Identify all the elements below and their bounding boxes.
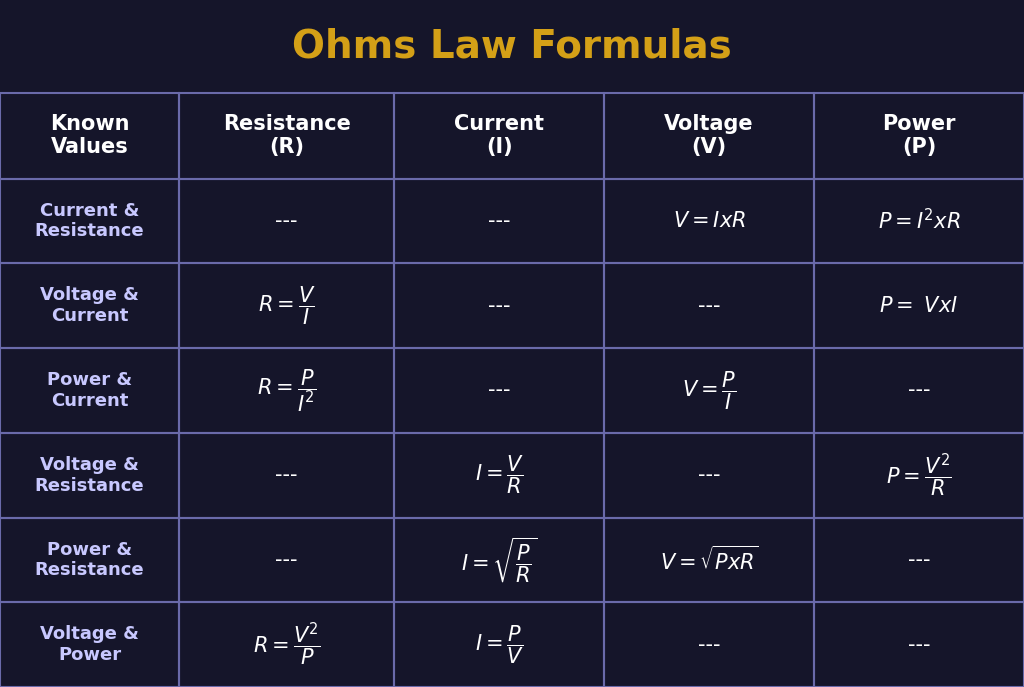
Text: $P = I^{2}xR$: $P = I^{2}xR$ [878,208,961,234]
Text: $I = \dfrac{P}{V}$: $I = \dfrac{P}{V}$ [474,623,524,666]
Text: $V = IxR$: $V = IxR$ [673,211,745,231]
Text: ---: --- [275,550,298,570]
Text: Power
(P): Power (P) [883,114,955,157]
Text: Voltage &
Resistance: Voltage & Resistance [35,455,144,495]
Text: $I = \dfrac{V}{R}$: $I = \dfrac{V}{R}$ [474,454,524,497]
Text: Power &
Resistance: Power & Resistance [35,541,144,579]
Text: ---: --- [275,211,298,231]
Text: $R = \dfrac{P}{I^{2}}$: $R = \dfrac{P}{I^{2}}$ [257,368,316,414]
Text: $P =\ VxI$: $P =\ VxI$ [880,295,958,316]
Text: $V = \dfrac{P}{I}$: $V = \dfrac{P}{I}$ [682,369,736,412]
Text: ---: --- [908,635,930,655]
Text: Power &
Current: Power & Current [47,371,132,410]
Text: ---: --- [488,295,510,316]
Text: Resistance
(R): Resistance (R) [223,114,350,157]
Text: Voltage &
Current: Voltage & Current [40,286,139,325]
Text: ---: --- [488,381,510,401]
Text: ---: --- [698,635,720,655]
Text: Current &
Resistance: Current & Resistance [35,201,144,240]
Text: ---: --- [275,465,298,485]
Text: $V = \sqrt{PxR}$: $V = \sqrt{PxR}$ [659,545,759,574]
Text: ---: --- [698,465,720,485]
Text: ---: --- [698,295,720,316]
Text: $I = \sqrt{\dfrac{P}{R}}$: $I = \sqrt{\dfrac{P}{R}}$ [461,535,538,585]
Text: Current
(I): Current (I) [455,114,544,157]
Text: ---: --- [908,381,930,401]
Text: ---: --- [908,550,930,570]
Text: Voltage
(V): Voltage (V) [665,114,754,157]
Text: $P = \dfrac{V^{2}}{R}$: $P = \dfrac{V^{2}}{R}$ [886,451,952,499]
Text: Known
Values: Known Values [50,114,129,157]
Text: $R = \dfrac{V^{2}}{P}$: $R = \dfrac{V^{2}}{P}$ [253,621,321,668]
Text: Ohms Law Formulas: Ohms Law Formulas [292,27,732,65]
Text: $R = \dfrac{V}{I}$: $R = \dfrac{V}{I}$ [258,284,315,327]
Text: Voltage &
Power: Voltage & Power [40,625,139,664]
Text: ---: --- [488,211,510,231]
